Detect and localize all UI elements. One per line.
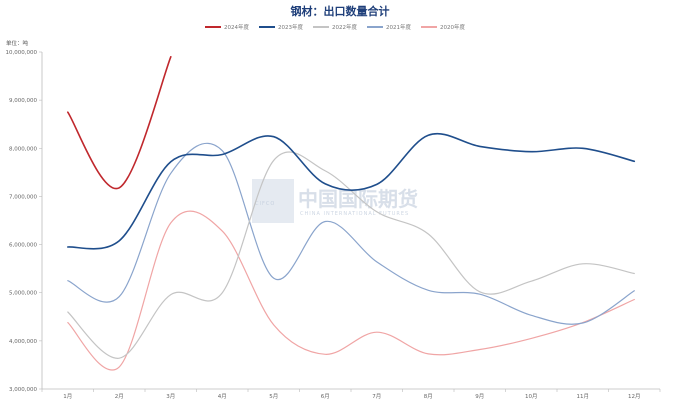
series-group — [67, 56, 636, 371]
axes: 3,000,000 4,000,000 5,000,000 6,000,000 7,00… — [6, 50, 661, 400]
x-tick-label: 10月 — [525, 393, 538, 400]
x-tick-label: 1月 — [63, 393, 72, 400]
x-tick-label: 5月 — [269, 393, 278, 400]
chart-title: 钢材：出口数量合计 — [291, 4, 390, 18]
watermark: CIFCO 中国国际期货 CHINA INTERNATIONAL FUTURES — [252, 179, 418, 223]
watermark-en: CHINA INTERNATIONAL FUTURES — [300, 211, 409, 217]
series-line-2021 — [67, 142, 635, 325]
legend-label-2024: 2024年度 — [224, 23, 249, 31]
x-tick-label: 8月 — [424, 393, 433, 400]
series-line-2023 — [67, 133, 636, 250]
x-tick-label: 11月 — [577, 393, 590, 400]
y-tick-label: 6,000,000 — [9, 243, 37, 249]
legend-label-2021: 2021年度 — [386, 23, 411, 31]
x-tick-label: 12月 — [628, 393, 641, 400]
watermark-logo-box — [252, 179, 294, 223]
unit-label: 单位：吨 — [6, 39, 29, 47]
series-line-2024 — [67, 56, 172, 190]
x-tick-label: 2月 — [115, 393, 124, 400]
y-tick-label: 10,000,000 — [6, 50, 38, 56]
x-tick-label: 6月 — [321, 393, 330, 400]
y-tick-label: 5,000,000 — [9, 291, 37, 297]
legend-label-2023: 2023年度 — [278, 23, 303, 31]
x-tick-label: 7月 — [372, 393, 381, 400]
legend-label-2022: 2022年度 — [332, 23, 357, 31]
y-tick-label: 8,000,000 — [9, 146, 37, 152]
series-line-2020 — [67, 210, 635, 371]
y-tick-label: 3,000,000 — [9, 387, 37, 393]
series-line-2022 — [67, 151, 635, 359]
watermark-text: 中国国际期货 — [298, 187, 418, 211]
y-tick-label: 7,000,000 — [9, 194, 37, 200]
x-tick-label: 9月 — [475, 393, 484, 400]
y-tick-label: 4,000,000 — [9, 339, 37, 345]
x-tick-label: 4月 — [218, 393, 227, 400]
legend: 2024年度 2023年度 2022年度 2021年度 2020年度 — [205, 23, 465, 31]
x-tick-label: 3月 — [166, 393, 175, 400]
watermark-logo-text: CIFCO — [255, 201, 275, 207]
legend-label-2020: 2020年度 — [440, 23, 465, 31]
y-tick-label: 9,000,000 — [9, 98, 37, 104]
